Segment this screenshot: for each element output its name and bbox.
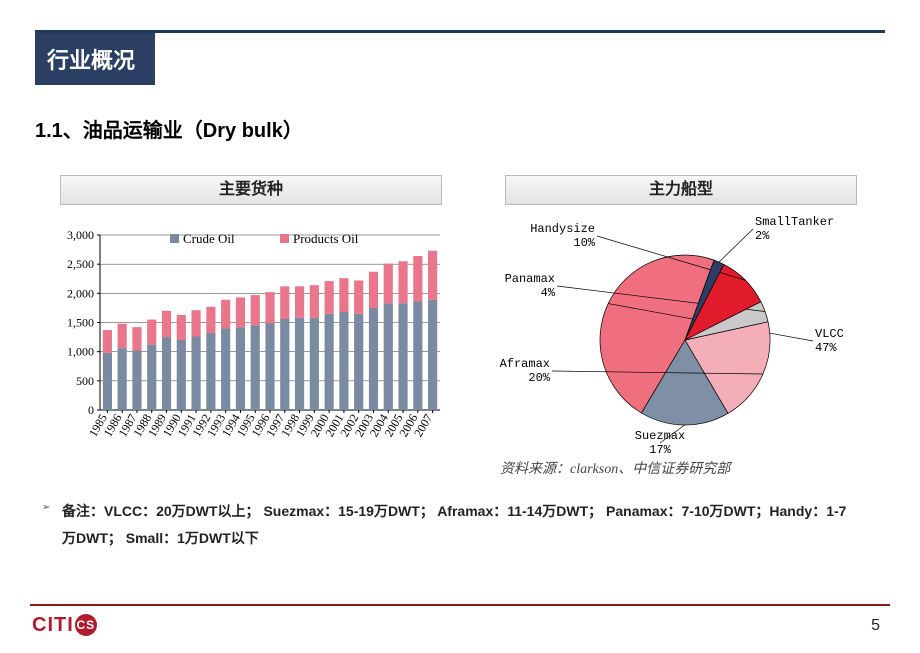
svg-text:0: 0 [88, 403, 94, 417]
svg-text:4%: 4% [541, 286, 556, 300]
footer-rule [30, 604, 890, 606]
left-chart-title: 主要货种 [60, 175, 442, 205]
logo-badge: CS [75, 614, 97, 636]
svg-text:1,500: 1,500 [67, 316, 94, 330]
right-chart-title: 主力船型 [505, 175, 857, 205]
svg-text:Handysize: Handysize [530, 222, 595, 236]
source-note: 资料来源：clarkson、中信证券研究部 [500, 458, 730, 478]
svg-text:Aframax: Aframax [500, 357, 550, 371]
logo-text: CITI [32, 614, 74, 636]
svg-text:Products Oil: Products Oil [293, 231, 359, 246]
subtitle: 1.1、油品运输业（Dry bulk） [35, 114, 303, 143]
svg-text:Panamax: Panamax [505, 272, 555, 286]
footnote: 备注：VLCC：20万DWT以上； Suezmax：15-19万DWT； Afr… [62, 498, 860, 551]
svg-text:2,000: 2,000 [67, 286, 94, 300]
svg-text:10%: 10% [573, 236, 595, 250]
svg-text:1,000: 1,000 [67, 345, 94, 359]
section-tag: 行业概况 [35, 33, 155, 85]
svg-text:3,000: 3,000 [67, 228, 94, 242]
svg-text:17%: 17% [649, 443, 671, 457]
svg-text:VLCC: VLCC [815, 327, 844, 341]
svg-text:Crude Oil: Crude Oil [183, 231, 235, 246]
svg-text:20%: 20% [528, 371, 550, 385]
top-rule [35, 30, 885, 33]
svg-text:500: 500 [76, 374, 94, 388]
bar-chart: 05001,0001,5002,0002,5003,00019851986198… [50, 215, 450, 465]
svg-text:47%: 47% [815, 341, 837, 355]
svg-text:SmallTanker: SmallTanker [755, 215, 834, 229]
page-number: 5 [871, 617, 880, 635]
svg-text:Suezmax: Suezmax [635, 429, 685, 443]
svg-text:2%: 2% [755, 229, 770, 243]
logo: CITICS [32, 614, 98, 637]
pie-chart: VLCC47% Suezmax17% Aframax20% Panamax4% Hand… [495, 215, 875, 465]
note-bullet: ➢ [42, 502, 50, 513]
svg-text:2,500: 2,500 [67, 257, 94, 271]
